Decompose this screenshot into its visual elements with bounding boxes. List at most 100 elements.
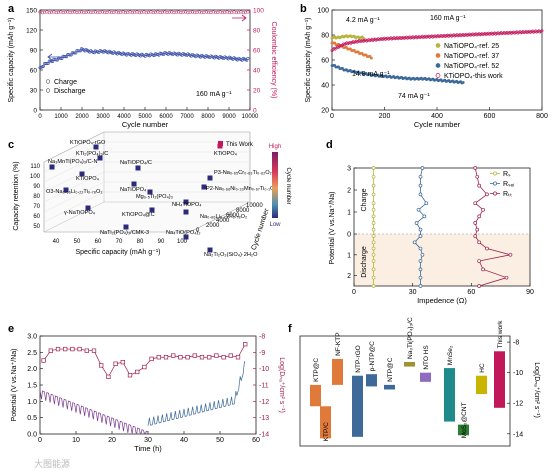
x-tick-label: 3000 [96,114,110,120]
series-point [371,214,376,219]
literature-point [183,234,189,240]
point-label: NaTiOPO₄ [120,187,147,193]
series-point [418,267,423,272]
point-label: Mg₀.₅Ti₂(PO₄)₃ [136,194,173,200]
diffusion-point [142,364,147,370]
y-tick-label: 20 [321,108,329,115]
bar-label: KTP@C [313,358,320,382]
efficiency-point [61,11,65,15]
diffusion-point [84,348,89,353]
y-tick-label: 90 [30,48,38,55]
capacity-point [63,55,67,59]
y-tick-label: 70 [33,204,40,210]
y-tick-label: 1 [347,210,351,217]
capacity-point [65,55,69,59]
diffusion-point [235,355,241,360]
y-tick-label: 80 [33,194,40,200]
efficiency-point [195,10,199,14]
legend-entry: Rₛ [503,171,511,178]
efficiency-point [54,11,58,15]
y-axis-label: Specific capacity (mAh g⁻¹) [305,18,312,103]
point-label: γ-NaTiOPO₄ [64,210,96,216]
point-label: KTiOPO₄@C [122,212,155,218]
series-point [422,214,427,219]
x-tick-label: 60 [95,239,102,245]
series-point [418,192,423,197]
efficiency-point [144,11,148,15]
z-tick-label: 10000 [246,203,263,209]
x-tick-label: 400 [431,113,443,120]
x-tick-label: 90 [158,239,165,245]
capacity-point [41,64,45,68]
series-point [360,51,364,55]
z-tick-label: 8000 [236,208,250,214]
point-label: P3-Na₀.₆₅Cr₀.₆₃Ti₀.₆₂O₂ [214,170,272,176]
point-label: NaTiOPO₄/C [120,160,152,166]
series-point [418,275,423,280]
efficiency-point [98,10,102,14]
efficiency-point [63,10,67,14]
series-point [364,53,368,57]
efficiency-point [165,11,169,15]
legend-entry: NaTiOPO₄-ref. 25 [444,43,499,50]
y-tick-label: 2 [347,188,351,195]
x-axis-label: Specific capacity (mAh g⁻¹) [76,249,161,256]
y-tick-label: 2 [347,273,351,280]
efficiency-point [123,11,128,15]
diffusion-point [171,353,176,358]
x-tick-label: 5000 [138,114,152,120]
capacity-point [45,62,49,66]
plot-frame [299,335,511,447]
y2-tick-label: -14 [259,432,269,439]
efficiency-point [223,10,227,14]
series-point [481,267,485,272]
efficiency-point [133,10,137,14]
series-point [333,41,337,45]
capacity-axis-arrow [47,53,64,61]
efficiency-point [147,10,151,14]
panel-letter-a: a [8,3,15,15]
diffusion-point [228,353,233,358]
x-axis-label: Cycle number [122,120,169,129]
bar-label: Na₃Ti(PO₄)₃/C [407,317,414,359]
legend-entry: Rₜₜ [503,191,512,198]
legend-entry: NaTiOPO₄-ref. 37 [444,53,499,60]
diffusion-point [55,346,61,352]
efficiency-point [200,11,204,15]
efficiency-point [227,11,231,15]
literature-point [63,187,69,193]
capacity-point [69,53,73,57]
y2-tick-label: -13 [259,415,269,422]
efficiency-axis-arrow [232,14,247,22]
y-tick-label: 60 [33,214,40,220]
literature-point [85,205,91,211]
efficiency-point [246,10,250,14]
capacity-point [51,60,55,64]
series-point [418,259,423,263]
point-label: Na₂Ti₂O₃(SiO₄)·2H₂O [204,252,258,258]
y-tick-label: 40 [321,83,329,90]
literature-point [93,144,99,150]
capacity-point [73,51,77,55]
range-bar [494,351,505,408]
y2-tick-label: -14 [513,431,523,438]
y2-tick-label: -8 [513,340,519,347]
diffusion-point [91,348,97,353]
efficiency-point [40,11,44,15]
series-point [371,234,376,238]
x-tick-label: 70 [116,239,123,245]
efficiency-point [216,10,220,14]
diffusion-point [178,355,183,360]
y2-tick-label: -10 [513,370,523,377]
efficiency-point [75,11,79,15]
y-tick-label: 2.5 [27,350,37,357]
capacity-point [74,51,78,55]
diffusion-point [221,355,226,360]
series-point [540,29,544,33]
colorbar-title: Cycle number [285,167,291,204]
series-point [475,227,480,232]
series-point [371,221,376,225]
series-point [473,234,478,238]
series-point [371,259,376,263]
